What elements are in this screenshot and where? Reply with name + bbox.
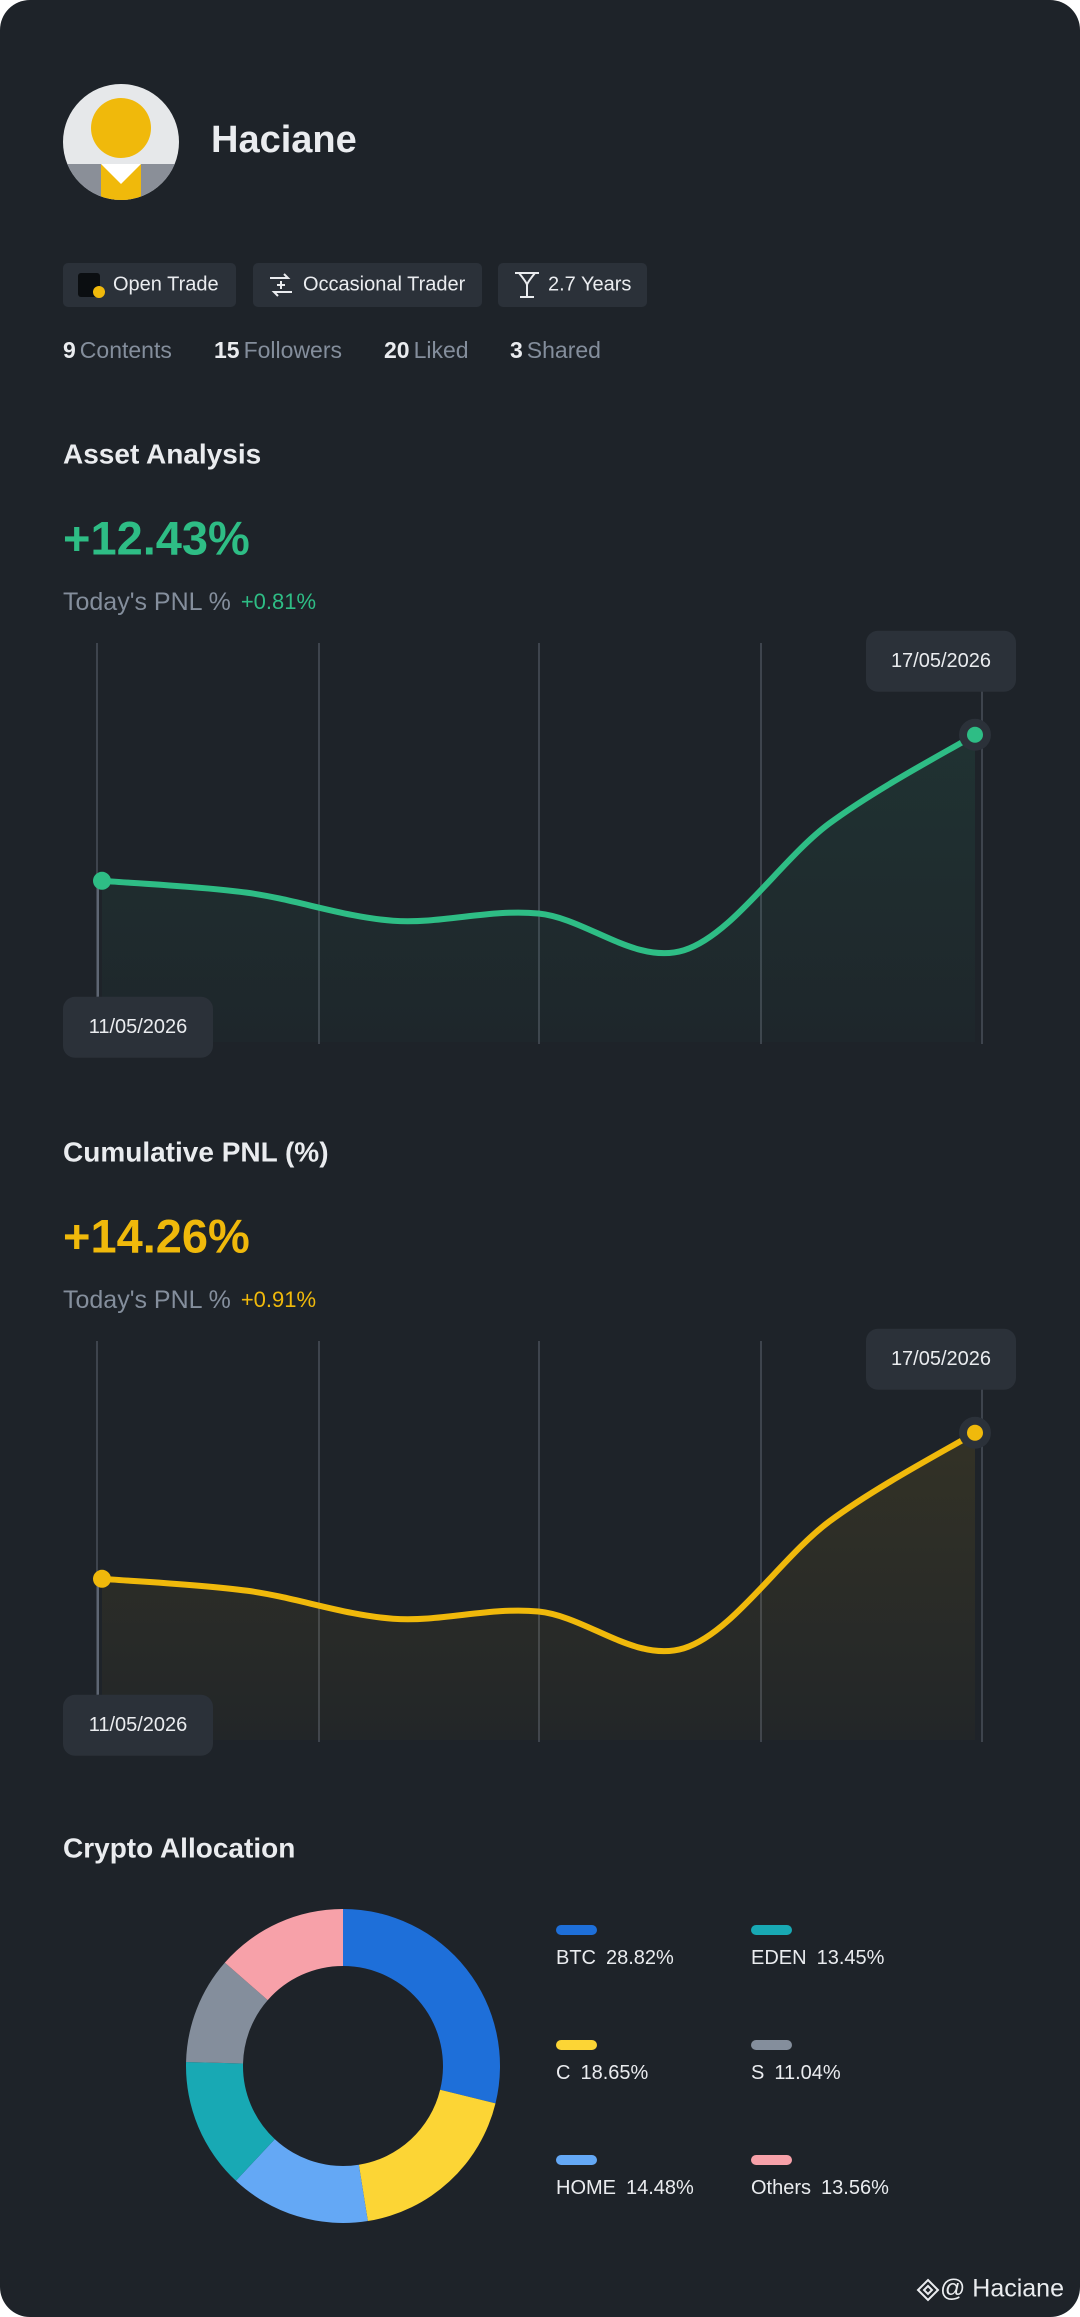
tag-icon (270, 273, 292, 297)
logo-icon (916, 2278, 940, 2302)
charts: Asset Analysis +12.43% Today's PNL % +0.81%… (63, 438, 1016, 2223)
legend-name: Others (751, 2177, 811, 2199)
pnl-change: +0.91% (241, 1287, 316, 1312)
legend-swatch (556, 2155, 597, 2165)
legend-swatch (751, 1925, 792, 1935)
legend-swatch (751, 2040, 792, 2050)
stat: 9 Contents (63, 337, 172, 363)
stat-label: Contents (80, 337, 172, 363)
date-tooltip (866, 1328, 1016, 1390)
legend-name: EDEN (751, 1947, 807, 1969)
legend-value: 14.48% (626, 2177, 694, 2199)
legend-value: 18.65% (580, 2062, 648, 2084)
legend-name: HOME (556, 2177, 616, 2199)
date-tooltip (63, 996, 213, 1058)
section-title: Asset Analysis (63, 438, 261, 469)
legend-swatch (556, 1925, 597, 1935)
pnl-label: Today's PNL % (63, 588, 231, 616)
legend-value: 13.45% (817, 1947, 885, 1969)
pnl: Today's PNL % +0.81% (63, 588, 316, 616)
end-point (967, 726, 983, 743)
legend-name: BTC (556, 1947, 596, 1969)
donut-slice (224, 1909, 343, 2001)
legend-value: 11.04% (774, 2062, 841, 2084)
legend-entry: HOME 14.48% (556, 2177, 694, 2199)
stat-value: 3 (510, 337, 523, 363)
line (101, 1430, 977, 1655)
date-tooltip (63, 1694, 213, 1756)
date-label: 11/05/2026 (89, 1016, 188, 1038)
stat: 15 Followers (214, 337, 342, 363)
headline-value: +14.26% (63, 1209, 250, 1262)
stats: 9 Contents 15 Followers 20 Liked 3 Shared (63, 337, 601, 363)
legend-entry: S 11.04% (751, 2062, 841, 2084)
end-point (967, 1424, 983, 1441)
start-point (93, 1569, 111, 1588)
date-label: 17/05/2026 (891, 1348, 991, 1370)
headline-value: +12.43% (63, 511, 250, 564)
stat: 20 Liked (384, 337, 469, 363)
tag (253, 263, 482, 307)
watermark: @ Haciane (940, 2275, 1064, 2303)
legend-entry: EDEN 13.45% (751, 1947, 885, 1969)
stat-value: 20 (384, 337, 410, 363)
stat-label: Shared (527, 337, 601, 363)
user-name: Haciane (211, 119, 357, 161)
date-label: 11/05/2026 (89, 1714, 188, 1736)
donut-slice (343, 1909, 501, 2104)
tag (63, 263, 236, 307)
line (101, 732, 977, 957)
legend-value: 28.82% (606, 1947, 674, 1969)
pnl-change: +0.81% (241, 589, 316, 614)
area (102, 1432, 975, 1740)
legend-entry: BTC 28.82% (556, 1947, 674, 1969)
date-tooltip (866, 630, 1016, 692)
area (102, 734, 975, 1042)
tag-label: Occasional Trader (303, 273, 466, 295)
donut-slice (186, 2062, 275, 2181)
section-title: Cumulative PNL (%) (63, 1136, 329, 1167)
donut-slice (358, 2089, 496, 2222)
date-label: 17/05/2026 (891, 650, 991, 672)
tag-icon (515, 272, 539, 298)
stat-label: Liked (414, 337, 469, 363)
tag-label: Open Trade (113, 273, 219, 295)
start-point (93, 871, 111, 890)
legend-name: S (751, 2062, 764, 2084)
stat: 3 Shared (510, 337, 601, 363)
donut-slice (235, 2139, 368, 2223)
legend-swatch (751, 2155, 792, 2165)
tags: Open Trade Occasional Trader 2.7 Years (63, 263, 647, 307)
stat-value: 15 (214, 337, 240, 363)
stat-label: Followers (244, 337, 342, 363)
stat-value: 9 (63, 337, 76, 363)
legend-entry: Others 13.56% (751, 2177, 889, 2199)
tag-label: 2.7 Years (548, 273, 631, 295)
pnl: Today's PNL % +0.91% (63, 1286, 316, 1314)
avatar (63, 84, 179, 200)
legend-entry: C 18.65% (556, 2062, 649, 2084)
tag-icon (93, 286, 105, 298)
legend-name: C (556, 2062, 570, 2084)
legend-value: 13.56% (821, 2177, 889, 2199)
legend-swatch (556, 2040, 597, 2050)
pnl-label: Today's PNL % (63, 1286, 231, 1314)
section-title: Crypto Allocation (63, 1832, 295, 1863)
donut-slice (186, 1962, 268, 2064)
